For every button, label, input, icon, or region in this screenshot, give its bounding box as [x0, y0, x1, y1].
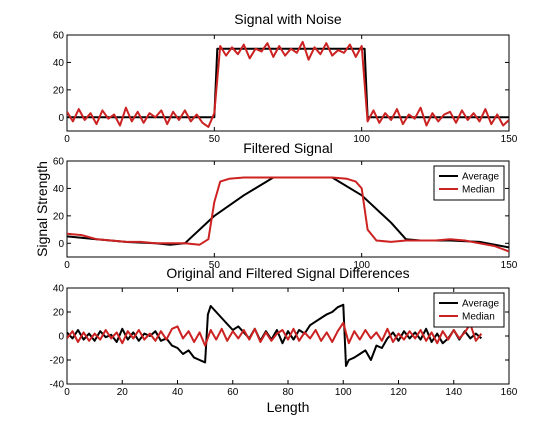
y-tick-label: 0 [58, 332, 64, 343]
legend-label-median: Median [462, 312, 495, 323]
chart-title: Original and Filtered Signal Differences [166, 265, 409, 281]
series-line-median [67, 321, 483, 347]
x-tick-label: 140 [445, 387, 462, 398]
x-tick-label: 150 [501, 260, 518, 271]
chart-title: Signal with Noise [234, 11, 342, 27]
series-line-average [67, 303, 483, 367]
x-tick-label: 120 [390, 387, 407, 398]
x-tick-label: 100 [353, 260, 370, 271]
legend-label-average: Average [462, 299, 500, 310]
y-tick-label: 20 [53, 85, 65, 96]
y-tick-label: 20 [53, 308, 65, 319]
chart-panel-1: 0 50 100 150 0 20 40 60 Signal with Noise [53, 11, 518, 145]
y-tick-label: -40 [50, 380, 65, 391]
plot-frame [66, 34, 510, 132]
legend-box [433, 292, 505, 328]
y-tick-label: 60 [53, 157, 65, 168]
y-tick-label: 60 [53, 31, 65, 42]
y-tick-label: 40 [53, 184, 65, 195]
x-tick-label: 0 [64, 387, 70, 398]
x-tick-label: 50 [209, 260, 221, 271]
y-tick-label: 0 [58, 113, 64, 124]
plot-frame [66, 160, 510, 258]
legend-box [433, 165, 505, 201]
x-tick-label: 50 [209, 134, 221, 145]
legend: Average Median [433, 165, 505, 201]
chart-panel-3: 0 20 40 60 80 100 120 140 160 -40 -20 0 20 40 Original… [50, 265, 518, 415]
legend-label-average: Average [462, 172, 500, 183]
y-tick-label: 40 [53, 284, 65, 295]
chart-title: Filtered Signal [243, 140, 333, 156]
series-line-red [67, 40, 509, 128]
x-tick-label: 60 [227, 387, 239, 398]
chart-panel-2: 0 50 100 150 0 20 40 60 Filtered Signal Signal St… [34, 140, 518, 271]
x-tick-label: 100 [353, 134, 370, 145]
x-tick-label: 80 [282, 387, 294, 398]
x-tick-label: 160 [501, 387, 518, 398]
x-tick-label: 0 [64, 260, 70, 271]
y-tick-label: 40 [53, 58, 65, 69]
x-tick-label: 150 [501, 134, 518, 145]
legend: Average Median [433, 292, 505, 328]
y-tick-label: -20 [50, 356, 65, 367]
y-tick-label: 0 [58, 239, 64, 250]
series-line-black [67, 47, 509, 119]
x-tick-label: 40 [172, 387, 184, 398]
y-axis-label: Signal Strength [34, 161, 50, 257]
x-tick-label: 20 [117, 387, 129, 398]
legend-label-median: Median [462, 185, 495, 196]
y-tick-label: 20 [53, 211, 65, 222]
x-tick-label: 100 [335, 387, 352, 398]
series-line-median [67, 176, 509, 253]
x-axis-label: Length [267, 399, 310, 415]
x-tick-label: 0 [64, 134, 70, 145]
